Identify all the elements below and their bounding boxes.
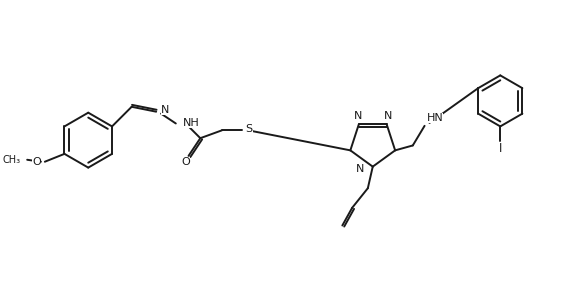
Text: N: N <box>383 111 392 121</box>
Text: O: O <box>181 157 190 167</box>
Text: N: N <box>354 111 362 121</box>
Text: NH: NH <box>183 119 199 128</box>
Text: N: N <box>356 164 364 173</box>
Text: I: I <box>499 142 502 155</box>
Text: CH₃: CH₃ <box>2 155 21 165</box>
Text: N: N <box>161 105 169 115</box>
Text: S: S <box>245 124 253 134</box>
Text: O: O <box>32 157 41 167</box>
Text: HN: HN <box>426 113 443 123</box>
